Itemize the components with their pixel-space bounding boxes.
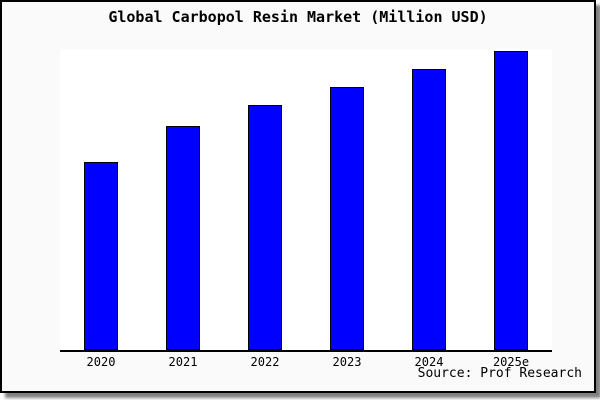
source-note: Source: Prof Research (417, 366, 582, 381)
bar-2022 (248, 105, 282, 350)
x-tick-label-2022: 2022 (250, 355, 280, 369)
bar-2023 (330, 87, 364, 350)
plot-area (60, 49, 552, 352)
x-tick-label-2020: 2020 (86, 355, 116, 369)
x-tick-label-2021: 2021 (168, 355, 198, 369)
x-tick-label-2023: 2023 (332, 355, 362, 369)
chart-title: Global Carbopol Resin Market (Million US… (108, 8, 488, 26)
bar-2021 (166, 126, 200, 350)
x-tick-label-2025e: 2025e (492, 355, 530, 369)
bar-2025e (494, 51, 528, 350)
bar-2020 (84, 162, 118, 350)
bar-2024 (412, 69, 446, 350)
chart-figure: Global Carbopol Resin Market (Million US… (0, 0, 596, 393)
x-tick-label-2024: 2024 (414, 355, 444, 369)
